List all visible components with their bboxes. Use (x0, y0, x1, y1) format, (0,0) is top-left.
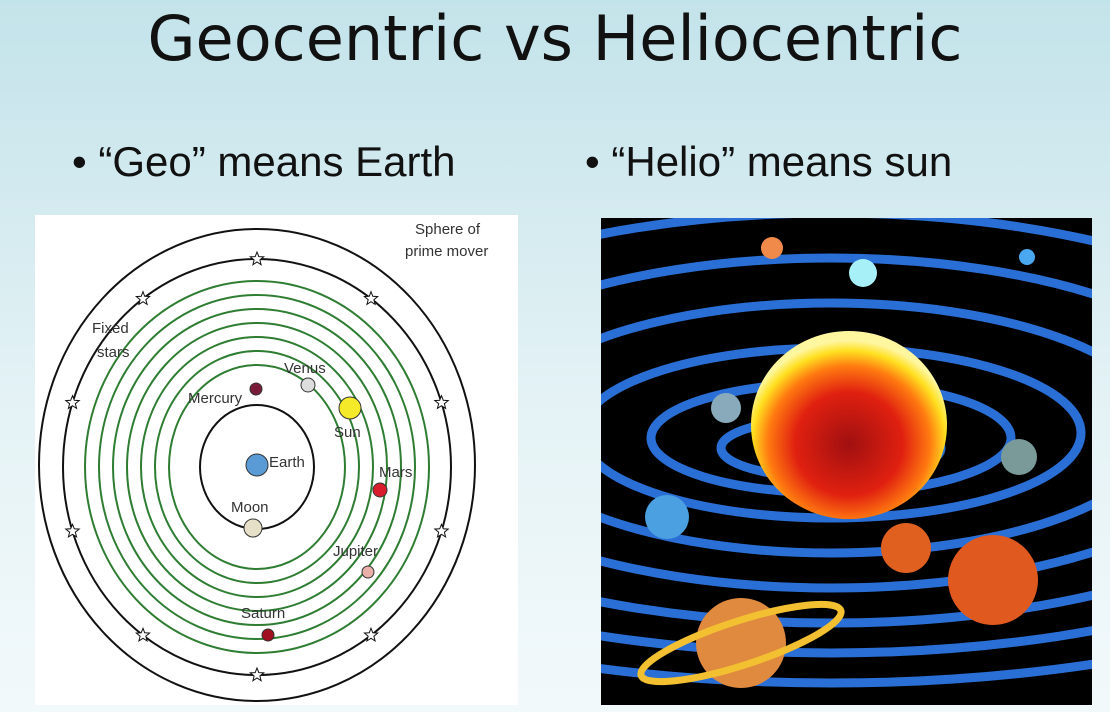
sun (339, 397, 361, 419)
jupiter-planet (948, 535, 1038, 625)
bullet: • “Helio” means sun (585, 138, 952, 186)
planet (881, 523, 931, 573)
planet (761, 237, 783, 259)
planet (849, 259, 877, 287)
jupiter (362, 566, 374, 578)
heliocentric-image (601, 218, 1092, 705)
slide: Geocentric vs Heliocentric • “Geo” means… (0, 0, 1110, 712)
planet (1001, 439, 1037, 475)
planet (711, 393, 741, 423)
earth (246, 454, 268, 476)
label: Saturn (241, 605, 285, 622)
label: Venus (284, 360, 326, 377)
moon (244, 519, 262, 537)
bullet-text: “Helio” means sun (611, 138, 952, 185)
bullet-text: “Geo” means Earth (98, 138, 455, 185)
label: Mars (379, 464, 412, 481)
earth-planet (645, 495, 689, 539)
mars (373, 483, 387, 497)
bullet: • “Geo” means Earth (72, 138, 456, 186)
label: Sphere of (415, 221, 481, 238)
label: Fixed (92, 320, 129, 337)
label: Mercury (188, 390, 243, 407)
label: Moon (231, 499, 269, 516)
planet (1019, 249, 1035, 265)
saturn (262, 629, 274, 641)
venus (301, 378, 315, 392)
sun (751, 331, 947, 519)
label: stars (97, 344, 130, 361)
label: Jupiter (333, 543, 378, 560)
label: Earth (269, 454, 305, 471)
label: Sun (334, 424, 361, 441)
geocentric-diagram: Sphere of prime mover Fixed stars Venus … (35, 215, 518, 705)
mercury (250, 383, 262, 395)
label: prime mover (405, 243, 488, 260)
slide-title: Geocentric vs Heliocentric (0, 2, 1110, 75)
